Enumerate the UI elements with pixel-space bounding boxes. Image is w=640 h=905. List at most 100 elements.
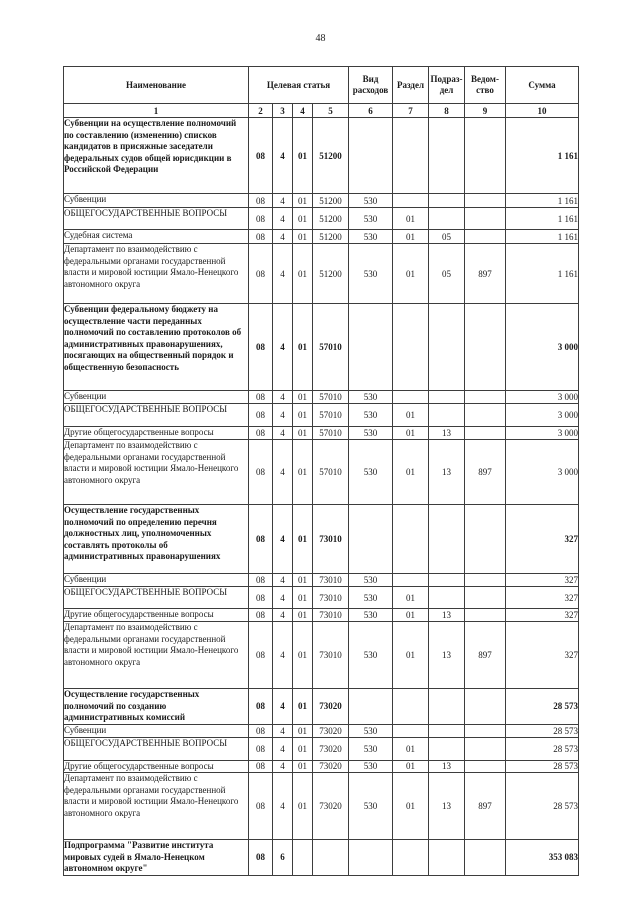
table-row: Субвенции 08 4 01 73020 530 28 573: [63, 723, 579, 738]
row-code-col8: [428, 303, 465, 391]
row-code-col7: [392, 303, 429, 391]
row-code-col3: 4: [272, 426, 293, 440]
row-code-col3: 4: [272, 586, 293, 609]
row-code-col9: [464, 688, 506, 725]
row-code-col7: [392, 688, 429, 725]
row-code-col5: 73010: [312, 621, 349, 689]
row-code-col4: 01: [292, 426, 313, 440]
row-code-col6: [348, 303, 393, 391]
table-row: Департамент по взаимодействию с федераль…: [63, 243, 579, 304]
row-code-col2: 08: [248, 573, 273, 587]
row-code-col9: [464, 759, 506, 773]
col-num-4: 4: [292, 103, 313, 118]
row-code-col9: [464, 303, 506, 391]
row-name: Субвенции: [63, 573, 249, 587]
row-code-col7: 01: [392, 759, 429, 773]
row-name: Судебная система: [63, 229, 249, 244]
table-row: Субвенции федеральному бюджету на осущес…: [63, 303, 579, 391]
row-code-col6: 530: [348, 229, 393, 244]
row-name: Осуществление государственных полномочий…: [63, 688, 249, 725]
table-body: Субвенции на осуществление полномочий по…: [63, 117, 579, 876]
row-code-col8: 13: [428, 759, 465, 773]
row-code-col9: [464, 229, 506, 244]
row-code-col3: 4: [272, 229, 293, 244]
row-code-col9: [464, 608, 506, 622]
row-name: Субвенции: [63, 193, 249, 208]
row-code-col5: 51200: [312, 243, 349, 304]
row-code-col5: 57010: [312, 390, 349, 404]
row-code-col4: 01: [292, 243, 313, 304]
row-code-col5: 73010: [312, 608, 349, 622]
table-row: Другие общегосударственные вопросы 08 4 01 7…: [63, 608, 579, 622]
row-code-col6: 530: [348, 390, 393, 404]
row-code-col3: 4: [272, 504, 293, 574]
row-code-col2: 08: [248, 688, 273, 725]
table-row: Субвенции 08 4 01 73010 530 327: [63, 573, 579, 587]
row-code-col9: 897: [464, 439, 506, 505]
row-sum: 1 161: [505, 207, 579, 230]
row-code-col4: 01: [292, 621, 313, 689]
row-sum: 28 573: [505, 736, 579, 761]
row-code-col7: [392, 839, 429, 876]
row-code-col9: [464, 839, 506, 876]
row-code-col4: [292, 839, 313, 876]
row-code-col3: 4: [272, 439, 293, 505]
table-row: Субвенции 08 4 01 57010 530 3 000: [63, 390, 579, 404]
row-code-col7: 01: [392, 426, 429, 440]
row-code-col2: 08: [248, 621, 273, 689]
row-code-col6: 530: [348, 772, 393, 840]
row-code-col4: 01: [292, 723, 313, 738]
row-code-col6: 530: [348, 759, 393, 773]
row-code-col4: 01: [292, 504, 313, 574]
row-code-col9: [464, 117, 506, 194]
row-name: ОБЩЕГОСУДАРСТВЕННЫЕ ВОПРОСЫ: [63, 586, 249, 609]
col-num-8: 8: [428, 103, 465, 118]
row-code-col5: 57010: [312, 439, 349, 505]
row-name: Департамент по взаимодействию с федераль…: [63, 621, 249, 689]
row-code-col3: 4: [272, 243, 293, 304]
row-code-col2: 08: [248, 193, 273, 208]
row-code-col5: 73020: [312, 688, 349, 725]
row-code-col2: 08: [248, 586, 273, 609]
row-code-col3: 4: [272, 403, 293, 427]
row-code-col7: [392, 193, 429, 208]
row-sum: 28 573: [505, 772, 579, 840]
row-name: Другие общегосударственные вопросы: [63, 759, 249, 773]
row-code-col8: [428, 193, 465, 208]
row-code-col5: 73020: [312, 759, 349, 773]
table-header: Наименование Целевая статья Вид расходов…: [63, 66, 579, 118]
row-code-col3: 6: [272, 839, 293, 876]
row-code-col6: 530: [348, 736, 393, 761]
row-code-col8: [428, 504, 465, 574]
row-code-col7: [392, 117, 429, 194]
table-row: ОБЩЕГОСУДАРСТВЕННЫЕ ВОПРОСЫ 08 4 01 51200 530…: [63, 207, 579, 230]
row-code-col4: 01: [292, 303, 313, 391]
row-code-col3: 4: [272, 688, 293, 725]
row-code-col4: 01: [292, 390, 313, 404]
row-code-col9: [464, 723, 506, 738]
row-code-col7: 01: [392, 621, 429, 689]
row-code-col2: 08: [248, 117, 273, 194]
row-code-col9: [464, 390, 506, 404]
row-code-col6: [348, 839, 393, 876]
col-num-1: 1: [63, 103, 249, 118]
row-code-col7: 01: [392, 772, 429, 840]
row-code-col5: 57010: [312, 403, 349, 427]
row-code-col4: 01: [292, 608, 313, 622]
row-sum: 3 000: [505, 403, 579, 427]
row-code-col8: 13: [428, 772, 465, 840]
row-code-col5: 73020: [312, 736, 349, 761]
row-code-col8: 05: [428, 229, 465, 244]
row-code-col6: 530: [348, 723, 393, 738]
row-code-col8: 13: [428, 426, 465, 440]
table-row: Другие общегосударственные вопросы 08 4 01 7…: [63, 759, 579, 773]
row-sum: 327: [505, 586, 579, 609]
row-code-col3: 4: [272, 772, 293, 840]
row-code-col7: [392, 573, 429, 587]
row-name: ОБЩЕГОСУДАРСТВЕННЫЕ ВОПРОСЫ: [63, 207, 249, 230]
row-name: Субвенции федеральному бюджету на осущес…: [63, 303, 249, 391]
header-agency: Ведом- ство: [464, 66, 506, 104]
row-code-col9: [464, 426, 506, 440]
row-name: Субвенции на осуществление полномочий по…: [63, 117, 249, 194]
header-row: Наименование Целевая статья Вид расходов…: [63, 66, 579, 104]
